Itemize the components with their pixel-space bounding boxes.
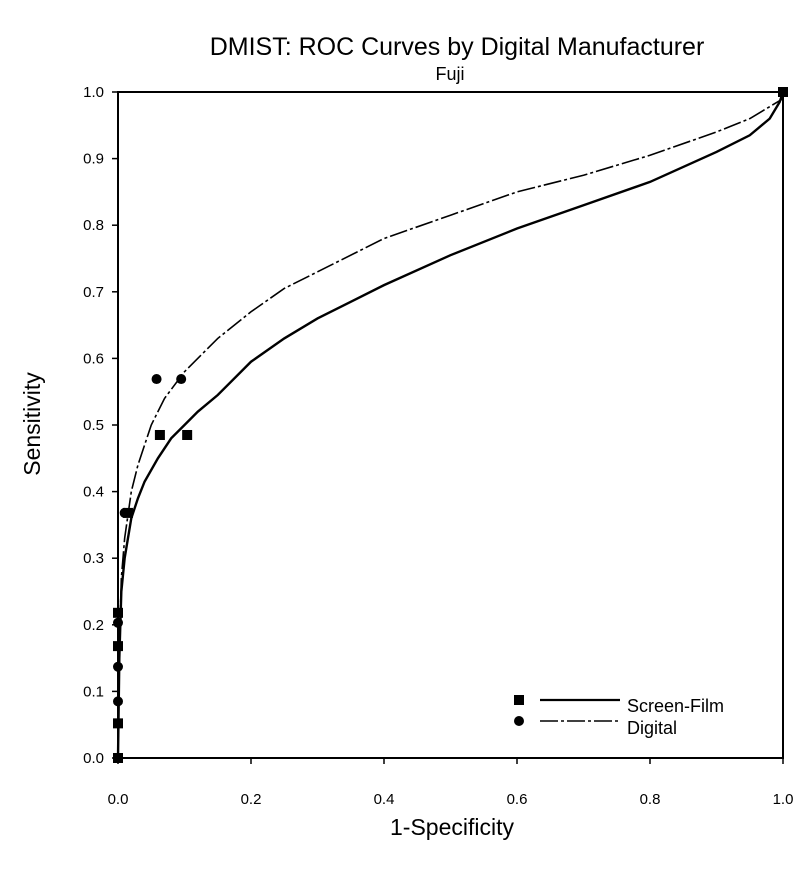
point-digital	[151, 374, 162, 385]
x-tick-label: 0.2	[241, 791, 262, 808]
legend-label-screen-film: Screen-Film	[627, 696, 724, 716]
x-tick-label: 1.0	[773, 791, 794, 808]
point-digital	[113, 661, 123, 672]
y-tick-label: 1.0	[83, 84, 104, 101]
point-digital	[113, 617, 123, 628]
legend-label-digital: Digital	[627, 718, 677, 738]
y-tick-label: 0.1	[83, 683, 104, 700]
y-tick-label: 0.2	[83, 617, 104, 634]
chart-title: DMIST: ROC Curves by Digital Manufacture…	[210, 33, 705, 61]
point-screen-film	[113, 718, 123, 729]
y-tick-label: 0.0	[83, 750, 104, 767]
point-digital	[113, 696, 123, 707]
curves-layer	[116, 91, 785, 759]
point-screen-film	[778, 87, 788, 97]
legend-marker-screen-film	[514, 695, 524, 705]
curve-screen-film	[116, 91, 785, 759]
point-digital	[176, 374, 187, 385]
markers-layer	[113, 87, 788, 763]
y-axis-label: Sensitivity	[19, 372, 45, 476]
x-axis-label: 1-Specificity	[390, 814, 514, 840]
plot-frame	[117, 91, 784, 759]
y-tick-label: 0.5	[83, 417, 104, 434]
point-screen-film	[113, 753, 123, 763]
curve-digital	[117, 97, 784, 759]
x-tick-label: 0.4	[374, 791, 395, 808]
legend-marker-digital	[514, 716, 524, 726]
y-tick-label: 0.8	[83, 217, 104, 234]
x-tick-label: 0.6	[507, 791, 528, 808]
point-screen-film	[113, 607, 123, 618]
y-tick-label: 0.9	[83, 151, 104, 168]
point-screen-film	[154, 429, 165, 440]
legend: Screen-Film Digital	[514, 695, 724, 738]
plot-axes: 0.0 0.2 0.4 0.6 0.8 1.0 0.0 0.1 0.2 0.3 0.4 0.5 0.6 0…	[83, 84, 793, 808]
x-tick-label: 0.0	[108, 791, 129, 808]
y-tick-label: 0.7	[83, 284, 104, 301]
y-tick-label: 0.4	[83, 484, 104, 501]
y-tick-label: 0.3	[83, 550, 104, 567]
point-digital	[119, 507, 130, 518]
point-screen-film	[113, 641, 123, 652]
x-tick-label: 0.8	[640, 791, 661, 808]
point-screen-film	[182, 429, 193, 440]
chart-subtitle: Fuji	[435, 64, 464, 84]
y-tick-label: 0.6	[83, 350, 104, 367]
